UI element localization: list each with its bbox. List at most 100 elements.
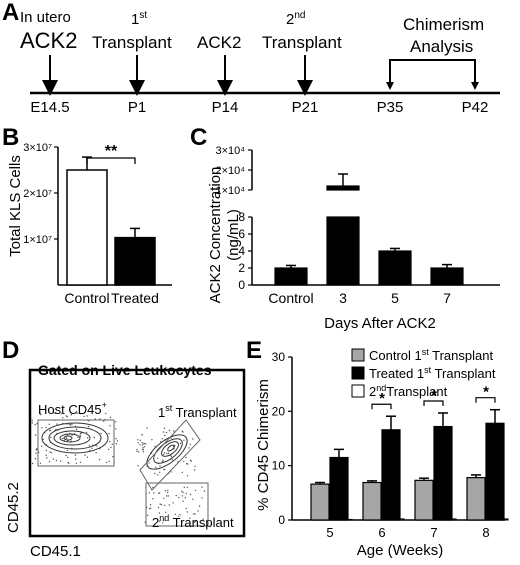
c-ytick-upper-label: 2×10⁴ <box>215 165 245 177</box>
c-bar-control <box>274 267 308 286</box>
c-ytick-label: 6 <box>238 227 245 241</box>
flow-event-dot <box>55 412 57 415</box>
e-bar-1-week-7 <box>433 425 453 521</box>
flow-event-dot <box>85 431 88 434</box>
e-xtick-label: 6 <box>378 525 385 540</box>
flow-event-dot <box>89 449 91 451</box>
flow-event-dot <box>162 453 165 456</box>
flow-event-dot <box>112 456 114 458</box>
flow-event-dot <box>152 498 154 500</box>
flow-event-dot <box>141 442 143 444</box>
flow-event-dot <box>50 436 52 439</box>
flow-event-dot <box>189 459 192 461</box>
e-bar-0-week-7 <box>414 479 434 521</box>
flow-event-dot <box>161 438 163 440</box>
flow-event-dot <box>157 506 160 509</box>
flow-event-dot <box>53 412 55 414</box>
b-ytick-label: 2×10⁷ <box>23 188 52 200</box>
panel-e-plot: 0 10 20 30 5 6 * 7 * 8 * <box>272 350 509 540</box>
panel-c: C 0 2 4 6 8 1×10⁴ 2×10⁴ 3×10⁴ Control 3 5 7 ACK2 Co… <box>190 124 500 332</box>
flow-event-dot <box>183 460 185 462</box>
flow-event-dot <box>193 469 196 471</box>
c-bar-3-upper <box>326 185 360 191</box>
flow-event-dot <box>42 438 44 441</box>
e-bar-0-week-6 <box>362 481 382 521</box>
flow-event-dot <box>66 449 69 452</box>
flow-event-dot <box>183 486 185 488</box>
flow-event-dot <box>36 448 38 450</box>
flow-event-dot <box>75 428 78 430</box>
flow-event-dot <box>146 514 149 516</box>
flow-event-dot <box>143 443 145 445</box>
flow-event-dot <box>115 443 118 445</box>
flow-event-dot <box>187 463 189 465</box>
e-bar-2-week-8 <box>503 518 509 521</box>
e-bar-0-week-8 <box>466 477 486 521</box>
flow-event-dot <box>189 443 191 446</box>
flow-event-dot <box>183 439 185 441</box>
bracket-tip-right <box>471 82 479 90</box>
panel-label-b: B <box>2 124 19 151</box>
c-ytick-label: 8 <box>238 210 245 224</box>
flow-event-dot <box>99 418 101 420</box>
e-bar-1-week-8 <box>485 422 505 521</box>
flow-event-dot <box>177 515 180 517</box>
flow-event-dot <box>49 451 51 453</box>
flow-event-dot <box>65 415 68 417</box>
flow-event-dot <box>179 514 181 516</box>
e-significance-bracket <box>371 403 392 410</box>
flow-event-dot <box>136 450 138 453</box>
flow-event-dot <box>105 412 107 415</box>
gate-host <box>37 419 115 467</box>
flow-event-dot <box>50 451 52 454</box>
e-ytick-label: 10 <box>272 459 286 473</box>
panel-b-ylabel: Total KLS Cells <box>7 155 24 257</box>
gate-host-label: Host CD45+ <box>38 400 107 417</box>
panel-label-d: D <box>2 337 19 364</box>
flow-xlabel: CD45.1 <box>30 543 81 560</box>
c-bar-3-lower <box>326 216 360 286</box>
flow-event-dot <box>203 490 206 492</box>
flow-event-dot <box>163 519 165 521</box>
flow-event-dot <box>163 452 166 454</box>
panel-e-ylabel: % CD45 Chimerism <box>255 379 272 511</box>
flow-event-dot <box>158 492 161 494</box>
flow-event-dot <box>137 465 139 467</box>
c-bar-7 <box>430 267 464 286</box>
e-legend-swatch-0 <box>351 348 365 362</box>
flow-event-dot <box>172 502 174 504</box>
c-xtick-label: 3 <box>339 290 347 306</box>
flow-event-dot <box>86 415 88 417</box>
e-legend-label-1: Treated 1st Transplant <box>369 365 496 381</box>
flow-event-dot <box>189 493 192 496</box>
c-ytick-label: 0 <box>238 278 245 292</box>
flow-event-dot <box>168 429 171 432</box>
gate-first-label: 1st Transplant <box>158 403 237 420</box>
flow-event-dot <box>194 489 197 492</box>
flow-event-dot <box>178 496 180 499</box>
e-significance-bracket <box>423 400 444 406</box>
flow-event-dot <box>31 419 33 422</box>
event-1-line2: ACK2 <box>20 28 77 53</box>
flow-event-dot <box>158 512 161 514</box>
flow-event-dot <box>94 418 97 420</box>
flow-event-dot <box>167 495 169 497</box>
flow-event-dot <box>164 490 167 492</box>
flow-event-dot <box>115 421 117 423</box>
flow-event-dot <box>141 444 144 446</box>
c-ytick-upper-label: 1×10⁴ <box>215 185 245 197</box>
panel-d: D Gated on Live Leukocytes Host CD45+ 1s… <box>2 337 246 560</box>
event-3-label: ACK2 <box>197 33 241 52</box>
e-legend-swatch-2 <box>351 384 365 398</box>
flow-event-dot <box>41 427 43 429</box>
flow-event-dot <box>55 459 58 462</box>
b-xtick-label: Control <box>64 290 109 306</box>
flow-event-dot <box>39 462 42 464</box>
flow-event-dot <box>171 459 173 461</box>
flow-event-dot <box>182 431 184 433</box>
flow-event-dot <box>88 444 91 447</box>
flow-event-dot <box>146 427 148 429</box>
flow-event-dot <box>71 423 73 425</box>
flow-event-dot <box>87 425 90 428</box>
